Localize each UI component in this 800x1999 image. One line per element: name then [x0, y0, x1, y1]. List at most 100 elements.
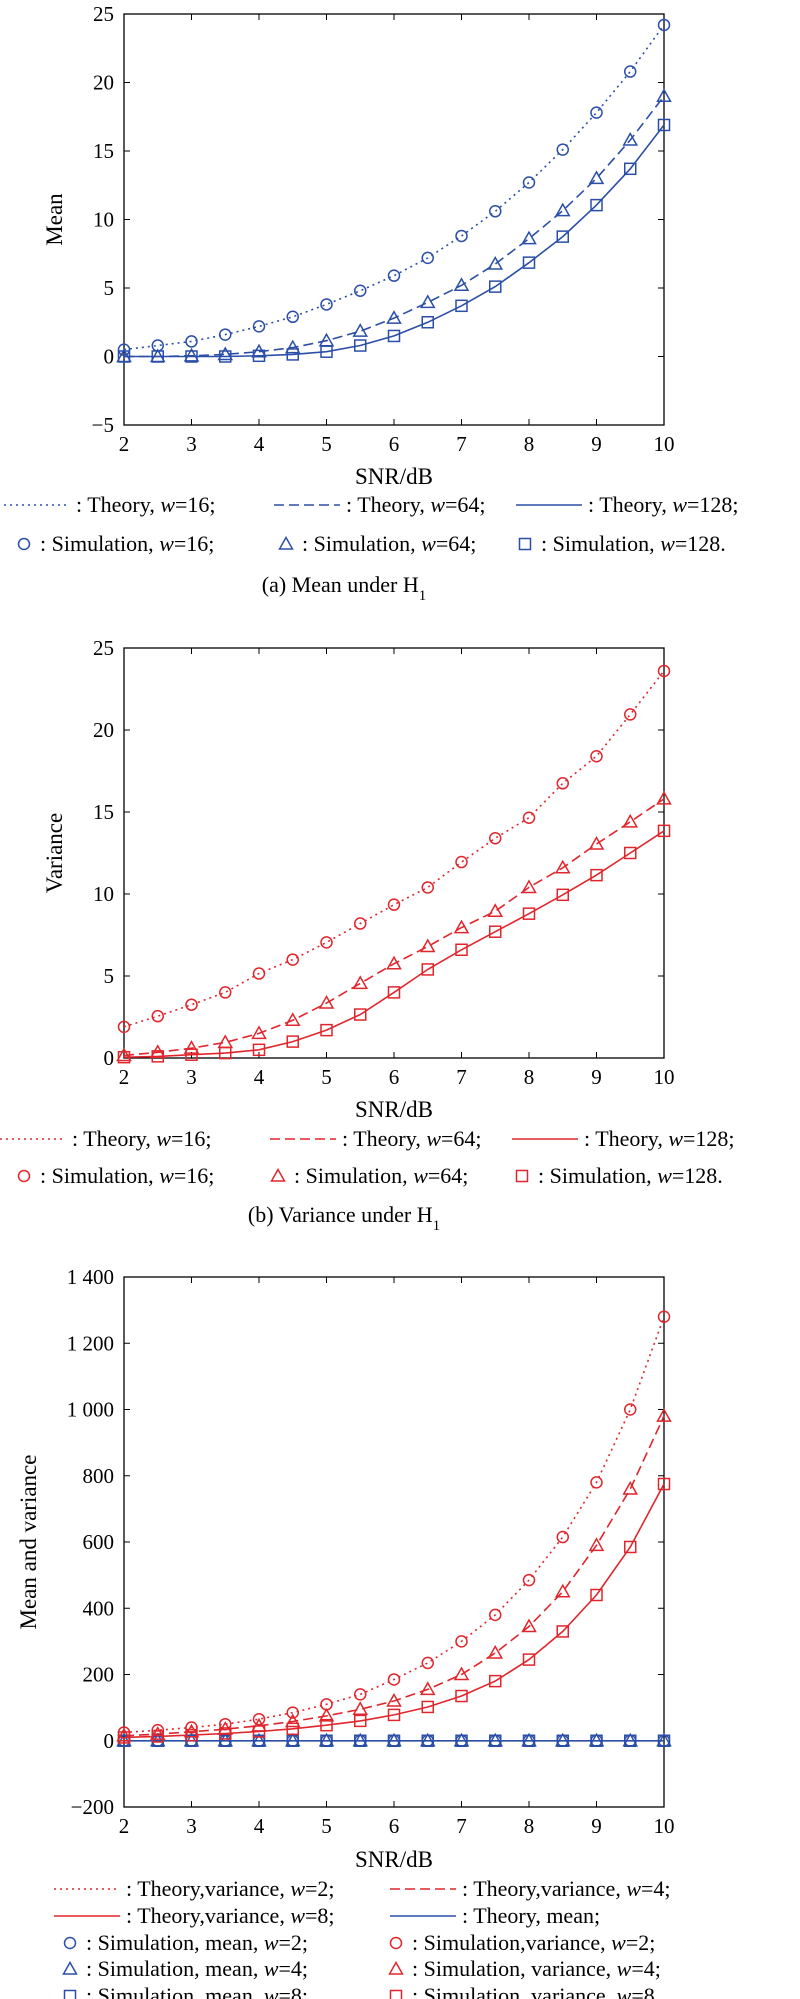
series-theory-w-16: [123, 24, 665, 351]
y-tick-label: 15: [93, 800, 114, 824]
data-point: [151, 1730, 164, 1743]
data-point: [149, 1726, 166, 1740]
data-point: [556, 1625, 569, 1638]
x-tick-label: 8: [524, 1065, 535, 1089]
data-point: [455, 855, 468, 869]
y-tick-label: 200: [83, 1663, 115, 1687]
legend-symbol: [518, 537, 532, 551]
series-theory-w-128: [124, 124, 665, 358]
legend-label: : Theory, w=64;: [346, 492, 486, 517]
data-point: [318, 995, 335, 1009]
data-point: [455, 229, 468, 243]
data-point: [117, 350, 131, 363]
y-tick-label: −5: [92, 413, 114, 437]
legend-item: : Simulation, w=16;: [17, 1163, 214, 1188]
data-point: [252, 349, 266, 363]
data-point: [590, 1588, 603, 1602]
data-point: [183, 347, 200, 362]
data-point: [554, 202, 571, 217]
x-tick-label: 5: [321, 1065, 332, 1089]
x-axis-label: SNR/dB: [355, 1847, 433, 1872]
legend-item: : Simulation, mean, w=8;: [63, 1983, 308, 1999]
data-point: [656, 88, 672, 102]
legend-label: : Theory,variance, w=8;: [126, 1903, 335, 1928]
data-point: [183, 1040, 200, 1054]
series-theory-w-64: [124, 95, 665, 358]
series-simulation-variance-w-8: [117, 1477, 671, 1744]
data-point: [320, 1023, 333, 1037]
data-point: [252, 967, 266, 980]
x-tick-label: 6: [389, 1814, 400, 1838]
data-point: [489, 1674, 502, 1688]
series-theory-variance-w-2: [123, 1316, 665, 1734]
legend-label: : Simulation, variance, w=8.: [412, 1983, 660, 1999]
data-point: [117, 1050, 131, 1064]
data-point: [522, 256, 536, 269]
series-line: [123, 670, 665, 1028]
x-axis-label: SNR/dB: [355, 1097, 433, 1122]
y-tick-label: 25: [93, 636, 114, 660]
series-simulation-w-16: [117, 664, 671, 1034]
data-point: [151, 1723, 164, 1737]
series-simulation-w-64: [116, 790, 672, 1062]
data-point: [556, 888, 569, 902]
x-tick-label: 7: [456, 1065, 467, 1089]
series-theory-variance-w-4: [123, 1415, 665, 1737]
y-tick-label: 0: [104, 1729, 115, 1753]
data-point: [286, 1722, 299, 1736]
y-axis-label: Mean: [42, 193, 67, 246]
panel-caption: (b) Variance under H1: [248, 1202, 440, 1234]
data-point: [219, 328, 232, 341]
data-point: [352, 975, 369, 990]
x-tick-label: 3: [186, 1065, 197, 1089]
data-point: [590, 198, 603, 212]
legend-item: : Theory,variance, w=8;: [54, 1903, 335, 1928]
legend-item: : Theory, w=16;: [4, 492, 216, 517]
legend-label: : Theory, w=16;: [76, 492, 216, 517]
data-point: [151, 1050, 164, 1063]
y-tick-label: −200: [71, 1795, 114, 1819]
legend-label: : Simulation, w=128.: [538, 1163, 723, 1188]
legend-label: : Theory, w=128;: [588, 492, 739, 517]
data-point: [421, 881, 434, 894]
legend-symbol: [63, 1989, 77, 1999]
legend-label: : Simulation, variance, w=4;: [412, 1956, 661, 1981]
series-simulation-variance-w-2: [117, 1310, 671, 1739]
data-point: [556, 777, 569, 790]
x-tick-label: 10: [654, 1814, 675, 1838]
data-point: [657, 664, 671, 678]
data-point: [286, 1035, 299, 1048]
data-point: [217, 346, 234, 361]
data-point: [421, 1656, 434, 1670]
x-tick-label: 4: [254, 1814, 265, 1838]
data-point: [284, 1012, 301, 1027]
data-point: [354, 339, 367, 352]
data-point: [354, 1714, 367, 1728]
data-point: [354, 284, 367, 297]
data-point: [419, 294, 436, 309]
legend-item: : Theory, w=64;: [270, 1126, 482, 1151]
y-axis-label: Mean and variance: [16, 1455, 41, 1630]
legend-item: : Theory, w=128;: [516, 492, 739, 517]
panel-caption: (a) Mean under H1: [262, 572, 427, 604]
y-tick-label: 20: [93, 718, 114, 742]
data-point: [286, 1706, 299, 1719]
legend-label: : Simulation, w=64;: [294, 1163, 468, 1188]
data-point: [455, 1635, 468, 1648]
x-tick-label: 8: [524, 1814, 535, 1838]
chart-panel-c: 2 3 4 5 6 7 8 9 10 1 400 1 200 1 000 800 600 400 200 0 −2…: [16, 1265, 675, 1999]
legend-item: : Simulation, variance, w=8.: [389, 1983, 660, 1999]
data-point: [419, 1681, 436, 1696]
data-point: [487, 256, 504, 270]
series-line: [124, 95, 665, 358]
data-point: [387, 1708, 401, 1722]
data-point: [453, 919, 470, 934]
data-point: [657, 1310, 671, 1323]
y-tick-label: 10: [93, 882, 114, 906]
data-point: [622, 813, 639, 828]
data-point: [185, 1048, 198, 1061]
data-point: [455, 299, 468, 313]
legend-symbol: [278, 535, 294, 550]
legend-item: : Simulation, w=128.: [515, 1163, 723, 1188]
x-tick-label: 10: [654, 432, 675, 456]
